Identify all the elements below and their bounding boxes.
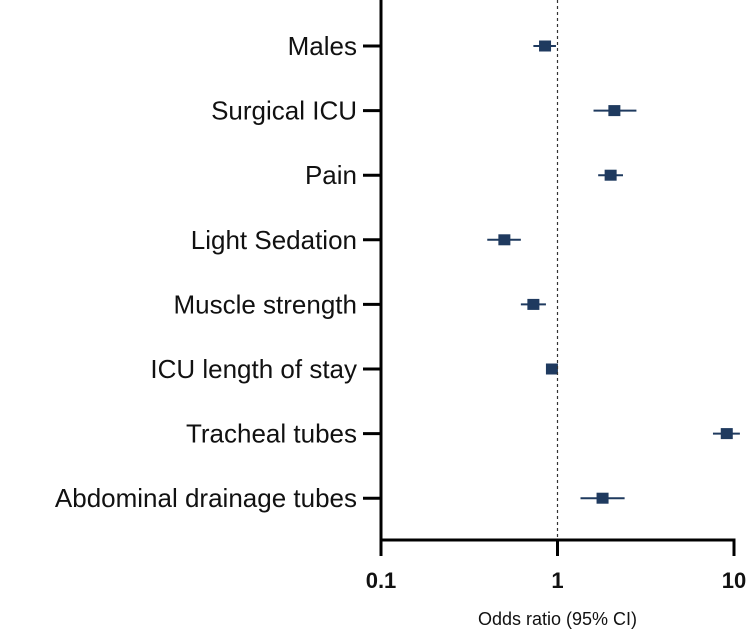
row-1: Surgical ICU: [211, 96, 637, 126]
category-label: Surgical ICU: [211, 96, 357, 126]
category-label: ICU length of stay: [150, 354, 357, 384]
row-6: Tracheal tubes: [186, 419, 740, 449]
odds-ratio-marker: [539, 40, 552, 52]
category-label: Pain: [305, 160, 357, 190]
row-5: ICU length of stay: [150, 354, 558, 384]
category-label: Tracheal tubes: [186, 419, 357, 449]
odds-ratio-marker: [604, 169, 617, 181]
row-7: Abdominal drainage tubes: [55, 483, 625, 513]
category-label: Abdominal drainage tubes: [55, 483, 357, 513]
category-label: Light Sedation: [191, 225, 357, 255]
odds-ratio-marker: [720, 428, 733, 440]
odds-ratio-marker: [498, 234, 511, 246]
row-2: Pain: [305, 160, 623, 190]
odds-ratio-marker: [596, 492, 609, 504]
x-tick-label: 10: [722, 568, 746, 593]
x-axis-title: Odds ratio (95% CI): [478, 609, 637, 629]
row-0: Males: [288, 31, 556, 61]
odds-ratio-marker: [545, 363, 558, 375]
x-tick-label: 1: [551, 568, 563, 593]
x-ticks: 0.1 1 10: [366, 540, 746, 593]
row-3: Light Sedation: [191, 225, 521, 255]
odds-ratio-marker: [608, 105, 621, 117]
x-tick-label: 0.1: [366, 568, 397, 593]
row-4: Muscle strength: [173, 289, 546, 319]
rows-layer: Males Surgical ICU Pain Light Sedation Muscl…: [55, 31, 740, 513]
odds-ratio-marker: [527, 298, 540, 310]
category-label: Males: [288, 31, 357, 61]
category-label: Muscle strength: [173, 289, 357, 319]
